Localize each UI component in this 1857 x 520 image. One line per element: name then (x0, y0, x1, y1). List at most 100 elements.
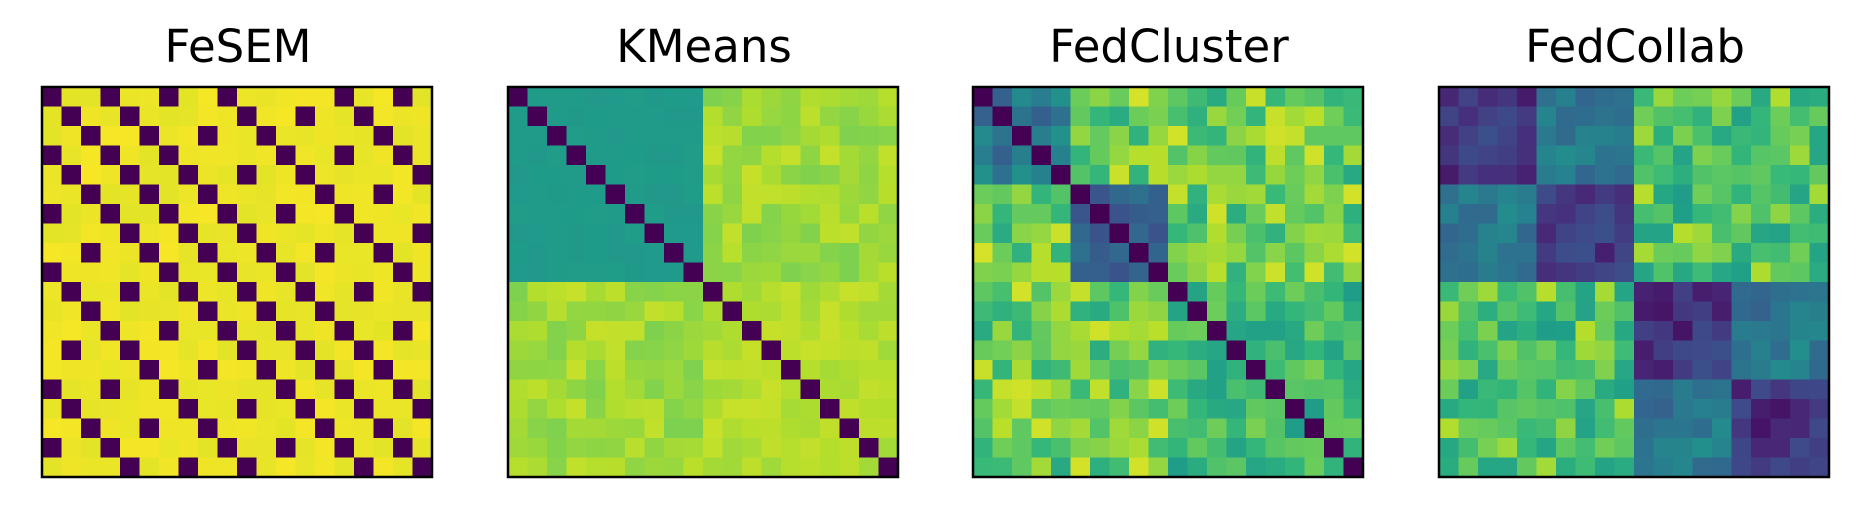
heatmap-cell (683, 399, 704, 420)
heatmap-cell (1012, 379, 1033, 400)
heatmap-cell (722, 321, 743, 342)
heatmap-cell (1770, 145, 1791, 166)
heatmap-cell (1497, 457, 1518, 478)
heatmap-cell (276, 457, 297, 478)
heatmap-cell (820, 418, 841, 439)
heatmap-cell (1692, 438, 1713, 459)
heatmap-cell (859, 145, 880, 166)
heatmap-cell (1712, 184, 1733, 205)
heatmap-cell (1517, 87, 1538, 108)
heatmap-cell (1246, 223, 1267, 244)
heatmap-cell (1226, 126, 1247, 147)
heatmap-cell (1731, 184, 1752, 205)
heatmap-cell (1653, 243, 1674, 264)
heatmap-cell (1148, 282, 1169, 303)
heatmap-cell (1324, 145, 1345, 166)
heatmap-cell (315, 457, 336, 478)
heatmap-cell (1458, 204, 1479, 225)
heatmap-cell (1168, 360, 1189, 381)
heatmap-cell (878, 243, 899, 264)
heatmap-cell (1731, 457, 1752, 478)
heatmap-cell (412, 262, 433, 283)
heatmap-cell (1207, 399, 1228, 420)
heatmap-cell (625, 106, 646, 127)
heatmap-cell (412, 379, 433, 400)
heatmap-cell (1634, 165, 1655, 186)
heatmap-cell (664, 204, 685, 225)
heatmap-cell (1439, 145, 1460, 166)
heatmap-cell (61, 282, 82, 303)
heatmap-cell (1439, 243, 1460, 264)
heatmap-cell (159, 204, 180, 225)
heatmap-cell (1595, 301, 1616, 322)
heatmap-cell (742, 340, 763, 361)
heatmap-cell (1285, 223, 1306, 244)
heatmap-cell (1439, 282, 1460, 303)
heatmap-cell (1012, 165, 1033, 186)
heatmap-cell (1692, 184, 1713, 205)
heatmap-cell (1012, 282, 1033, 303)
heatmap-cell (742, 399, 763, 420)
heatmap-cell (237, 243, 258, 264)
heatmap-cell (644, 438, 665, 459)
heatmap-cell (61, 145, 82, 166)
heatmap-cell (722, 126, 743, 147)
heatmap-cell (1497, 106, 1518, 127)
heatmap-cell (992, 165, 1013, 186)
heatmap-cell (1575, 243, 1596, 264)
heatmap-cell (508, 106, 529, 127)
heatmap-cell (1012, 321, 1033, 342)
heatmap-cell (1712, 106, 1733, 127)
heatmap-cell (1751, 301, 1772, 322)
heatmap-cell (839, 340, 860, 361)
heatmap-cell (800, 145, 821, 166)
heatmap-cell (1575, 223, 1596, 244)
heatmap-cell (1497, 165, 1518, 186)
heatmap-cell (1692, 145, 1713, 166)
heatmap-cell (1634, 399, 1655, 420)
heatmap-cell (159, 145, 180, 166)
heatmap-cell (973, 360, 994, 381)
heatmap-cell (198, 243, 219, 264)
heatmap-cell (973, 379, 994, 400)
heatmap-cell (992, 360, 1013, 381)
heatmap-cell (742, 145, 763, 166)
heatmap-cell (1129, 379, 1150, 400)
heatmap-cell (1751, 379, 1772, 400)
heatmap-cell (1809, 106, 1830, 127)
heatmap-cell (1673, 340, 1694, 361)
heatmap-cell (1129, 438, 1150, 459)
heatmap-cell (1031, 126, 1052, 147)
heatmap-cell (1226, 165, 1247, 186)
heatmap-cell (295, 340, 316, 361)
heatmap-cell (547, 262, 568, 283)
heatmap-cell (781, 262, 802, 283)
heatmap-cell (644, 399, 665, 420)
heatmap-cell (139, 87, 160, 108)
heatmap-cell (1265, 126, 1286, 147)
heatmap-cell (1285, 282, 1306, 303)
heatmap-cell (1265, 379, 1286, 400)
heatmap-cell (1265, 399, 1286, 420)
heatmap-cell (839, 438, 860, 459)
heatmap-cell (1109, 184, 1130, 205)
heatmap-cell (586, 106, 607, 127)
heatmap-cell (1324, 165, 1345, 186)
heatmap-cell (120, 262, 141, 283)
heatmap-cell (547, 418, 568, 439)
heatmap-cell (703, 243, 724, 264)
heatmap-cell (820, 379, 841, 400)
heatmap-cell (742, 301, 763, 322)
heatmap-cell (547, 438, 568, 459)
heatmap-cell (1770, 321, 1791, 342)
heatmap-cell (1265, 321, 1286, 342)
heatmap-fedcollab (1437, 85, 1831, 479)
heatmap-cell (1070, 340, 1091, 361)
heatmap-cell (237, 262, 258, 283)
heatmap-cell (276, 262, 297, 283)
heatmap-cell (625, 87, 646, 108)
heatmap-cell (586, 321, 607, 342)
heatmap-cell (781, 399, 802, 420)
heatmap-cell (1031, 223, 1052, 244)
heatmap-cell (566, 184, 587, 205)
